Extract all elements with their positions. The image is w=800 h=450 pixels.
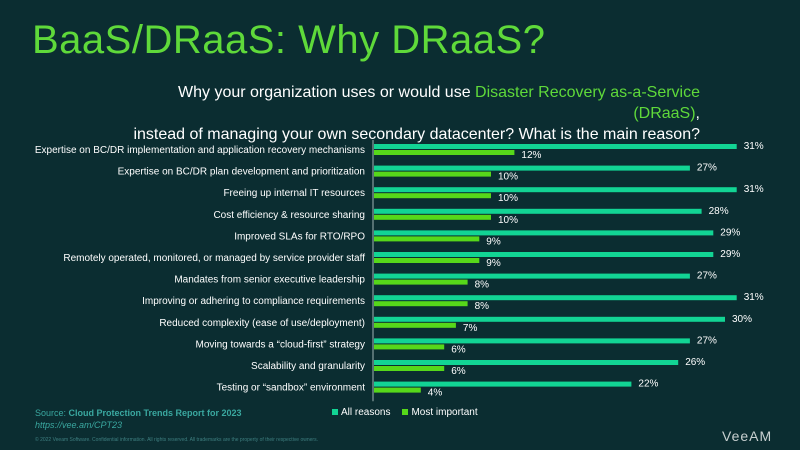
- category-label: Expertise on BC/DR plan development and …: [118, 167, 365, 178]
- value-label-most: 8%: [475, 301, 490, 312]
- value-label-all: 26%: [685, 357, 705, 368]
- category-label: Improving or adhering to compliance requ…: [142, 296, 365, 307]
- question-line2: instead of managing your own secondary d…: [133, 126, 700, 143]
- bar-all-reasons: [374, 295, 737, 301]
- bar-most-important: [374, 301, 468, 307]
- category-label: Reduced complexity (ease of use/deployme…: [159, 318, 365, 329]
- bar-all-reasons: [374, 273, 690, 279]
- category-label: Improved SLAs for RTO/RPO: [234, 231, 365, 242]
- question-pre: Why your organization uses or would use: [178, 84, 476, 101]
- bar-all-reasons: [374, 381, 632, 387]
- bar-all-reasons: [374, 338, 690, 344]
- veeam-logo: VeeAM: [722, 428, 773, 444]
- value-label-all: 27%: [697, 271, 717, 282]
- category-label: Mandates from senior executive leadershi…: [174, 275, 365, 286]
- category-label: Cost efficiency & resource sharing: [213, 210, 365, 221]
- category-label: Testing or “sandbox” environment: [217, 383, 366, 394]
- source-url[interactable]: https://vee.am/CPT23: [35, 420, 123, 430]
- value-label-all: 29%: [720, 227, 740, 238]
- value-label-most: 9%: [486, 258, 501, 269]
- bar-most-important: [374, 193, 491, 199]
- value-label-all: 22%: [638, 379, 658, 390]
- bar-all-reasons: [374, 144, 737, 149]
- value-label-most: 6%: [451, 366, 466, 377]
- chart-question: Why your organization uses or would use …: [110, 82, 700, 145]
- bar-most-important: [374, 214, 491, 220]
- legend: All reasons Most important: [332, 407, 478, 418]
- value-label-most: 10%: [498, 193, 518, 204]
- bar-most-important: [374, 150, 515, 155]
- value-label-all: 31%: [744, 292, 764, 303]
- value-label-all: 30%: [732, 314, 752, 325]
- bar-all-reasons: [374, 165, 690, 171]
- question-post: ,: [695, 105, 700, 122]
- bar-all-reasons: [374, 360, 679, 365]
- value-label-most: 12%: [521, 150, 541, 161]
- bar-all-reasons: [374, 230, 714, 236]
- value-label-most: 9%: [486, 236, 501, 247]
- category-label: Remotely operated, monitored, or managed…: [63, 253, 365, 264]
- bar-all-reasons: [374, 208, 702, 214]
- value-label-most: 10%: [498, 172, 518, 183]
- bar-most-important: [374, 366, 445, 371]
- value-label-most: 10%: [498, 215, 518, 226]
- bar-most-important: [374, 171, 491, 177]
- category-label: Scalability and granularity: [251, 361, 365, 372]
- value-label-all: 31%: [744, 141, 764, 152]
- slide-title: BaaS/DRaaS: Why DRaaS?: [32, 18, 546, 62]
- value-label-most: 6%: [451, 344, 466, 355]
- value-label-all: 29%: [720, 249, 740, 260]
- value-label-all: 31%: [744, 184, 764, 195]
- value-label-all: 27%: [697, 335, 717, 346]
- category-label: Freeing up internal IT resources: [223, 188, 365, 199]
- bar-most-important: [374, 236, 480, 242]
- legend-all: All reasons: [332, 407, 390, 418]
- bar-most-important: [374, 344, 445, 350]
- question-highlight: Disaster Recovery as-a-Service (DRaaS): [475, 84, 700, 122]
- value-label-most: 4%: [428, 388, 443, 399]
- bar-most-important: [374, 387, 421, 393]
- bar-all-reasons: [374, 187, 737, 193]
- category-label: Moving towards a “cloud-first” strategy: [195, 339, 365, 350]
- bar-most-important: [374, 322, 456, 328]
- value-label-most: 7%: [463, 323, 478, 334]
- bar-all-reasons: [374, 252, 714, 257]
- legend-most: Most important: [402, 407, 478, 418]
- category-label: Expertise on BC/DR implementation and ap…: [35, 145, 365, 156]
- bar-all-reasons: [374, 316, 725, 322]
- bar-most-important: [374, 258, 480, 263]
- copyright: © 2022 Veeam Software. Confidential info…: [35, 437, 318, 443]
- value-label-all: 28%: [709, 206, 729, 217]
- value-label-most: 8%: [475, 280, 490, 291]
- value-label-all: 27%: [697, 163, 717, 174]
- source: Source: Cloud Protection Trends Report f…: [35, 408, 242, 418]
- bar-most-important: [374, 279, 468, 285]
